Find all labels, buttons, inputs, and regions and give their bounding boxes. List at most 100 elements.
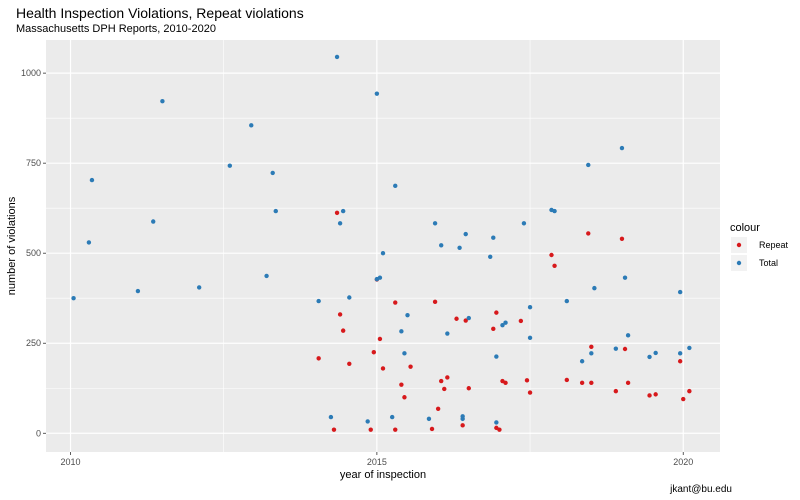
point-total	[564, 298, 570, 304]
point-repeat	[334, 210, 340, 216]
point-total	[521, 221, 527, 226]
point-repeat	[653, 392, 658, 397]
point-repeat	[552, 263, 557, 269]
x-tick-label: 2015	[367, 457, 387, 467]
point-total	[270, 170, 275, 176]
point-repeat	[316, 356, 321, 361]
point-total	[589, 351, 594, 356]
point-total	[389, 414, 395, 420]
point-repeat	[393, 300, 398, 305]
point-repeat	[435, 406, 441, 411]
point-total	[196, 285, 202, 290]
y-axis-ticks: 0 250 500 750 1000	[21, 68, 46, 438]
point-repeat	[549, 252, 554, 258]
point-total	[393, 183, 398, 189]
point-repeat	[677, 359, 683, 364]
point-repeat	[439, 378, 444, 384]
point-repeat	[463, 318, 468, 323]
point-total	[135, 288, 141, 294]
point-repeat	[432, 299, 438, 305]
point-repeat	[380, 366, 386, 371]
point-total	[622, 275, 628, 280]
x-axis-label: year of inspection	[340, 469, 426, 481]
chart-title: Health Inspection Violations, Repeat vio…	[16, 5, 304, 21]
point-repeat	[625, 380, 631, 386]
point-total	[151, 219, 156, 224]
point-total	[86, 240, 92, 245]
x-tick-label: 2020	[673, 457, 693, 467]
point-total	[460, 416, 465, 422]
point-total	[227, 163, 233, 168]
legend-title: colour	[730, 222, 760, 234]
point-total	[249, 123, 254, 128]
y-tick-label: 1000	[21, 68, 41, 78]
point-total	[340, 208, 346, 214]
point-repeat	[524, 378, 530, 383]
legend-label-total: Total	[759, 258, 778, 268]
point-repeat	[494, 310, 499, 315]
point-repeat	[681, 396, 686, 402]
major-gridlines	[46, 40, 720, 452]
point-total	[347, 295, 352, 300]
point-total	[160, 99, 165, 104]
point-total	[619, 145, 625, 151]
point-total	[677, 289, 683, 295]
point-total	[337, 221, 343, 226]
point-total	[328, 414, 334, 420]
minor-gridlines	[46, 40, 720, 452]
legend: colour Repeat Total	[730, 222, 789, 271]
point-repeat	[347, 361, 352, 366]
point-repeat	[564, 377, 570, 383]
point-total	[653, 350, 658, 356]
chart-subtitle: Massachusetts DPH Reports, 2010-2020	[16, 23, 216, 35]
legend-key-point	[736, 260, 742, 266]
point-repeat	[527, 390, 533, 395]
point-total	[264, 273, 269, 279]
point-total	[494, 420, 499, 425]
point-total	[399, 329, 404, 334]
point-total	[625, 333, 631, 338]
point-repeat	[647, 393, 652, 398]
point-repeat	[340, 328, 346, 333]
point-total	[500, 323, 505, 328]
point-repeat	[619, 236, 625, 241]
point-repeat	[460, 423, 465, 428]
point-total	[71, 296, 76, 301]
point-total	[463, 231, 468, 237]
point-total	[273, 208, 278, 214]
point-repeat	[337, 312, 343, 317]
point-total	[439, 243, 444, 248]
plot-panel	[46, 40, 720, 452]
point-repeat	[393, 427, 398, 432]
point-repeat	[579, 380, 585, 386]
point-total	[647, 354, 652, 360]
point-total	[402, 351, 407, 356]
point-total	[687, 345, 692, 351]
point-total	[374, 91, 380, 96]
point-repeat	[399, 382, 404, 387]
point-total	[457, 245, 462, 251]
chart-caption: jkant@bu.edu	[670, 484, 732, 495]
point-repeat	[408, 364, 413, 369]
point-total	[527, 335, 533, 341]
y-tick-label: 750	[26, 158, 41, 168]
point-total	[334, 54, 340, 60]
point-repeat	[586, 231, 591, 236]
point-total	[405, 312, 410, 318]
point-repeat	[445, 375, 450, 380]
point-total	[586, 162, 591, 168]
point-repeat	[402, 395, 407, 400]
legend-label-repeat: Repeat	[759, 240, 789, 250]
point-total	[316, 298, 321, 304]
point-total	[365, 419, 370, 424]
point-repeat	[687, 388, 692, 394]
y-tick-label: 250	[26, 338, 41, 348]
point-total	[494, 354, 499, 359]
point-total	[426, 416, 432, 422]
y-tick-label: 0	[36, 428, 41, 438]
point-repeat	[589, 380, 594, 386]
point-total	[613, 346, 619, 351]
point-repeat	[503, 380, 508, 386]
point-total	[491, 235, 496, 240]
